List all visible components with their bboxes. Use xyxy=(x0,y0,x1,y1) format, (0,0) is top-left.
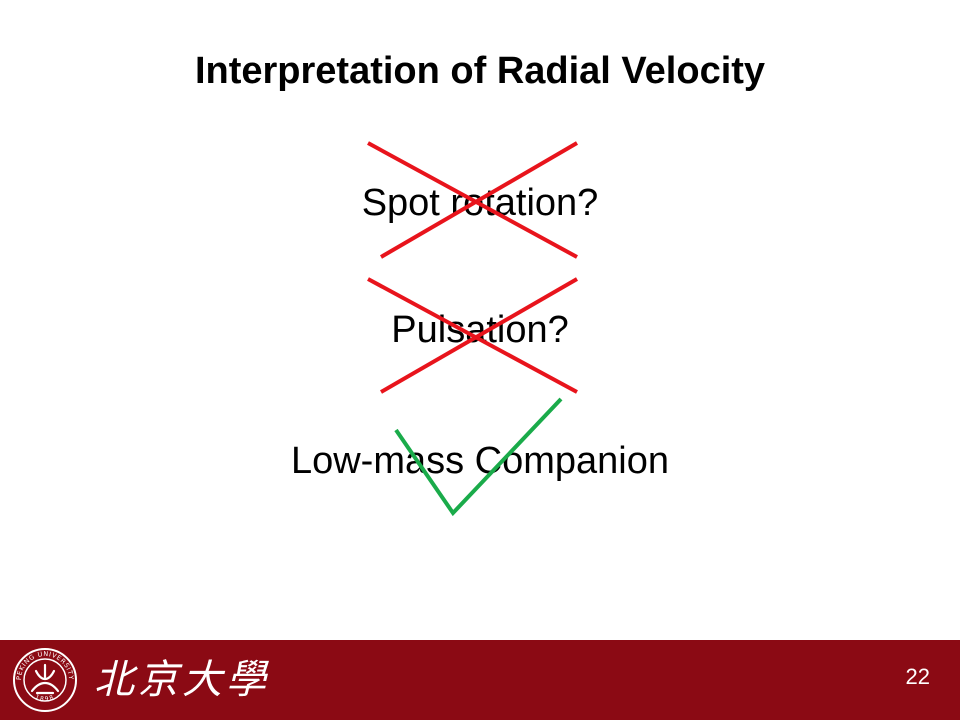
university-seal-icon: PEKING UNIVERSITY 1898 xyxy=(13,648,77,712)
option-pulsation: Pulsation? xyxy=(391,309,569,351)
slide-title: Interpretation of Radial Velocity xyxy=(194,50,766,92)
university-name: 北京大學 xyxy=(94,657,270,703)
footer-bar: PEKING UNIVERSITY 1898 北京大學 22 xyxy=(0,640,960,720)
seal-year: 1898 xyxy=(34,694,55,703)
svg-text:1898: 1898 xyxy=(34,694,56,703)
option-spot-rotation: Spot rotation? xyxy=(361,182,599,224)
page-number: 22 xyxy=(905,664,930,689)
option-low-mass-companion: Low-mass Companion xyxy=(290,440,670,482)
